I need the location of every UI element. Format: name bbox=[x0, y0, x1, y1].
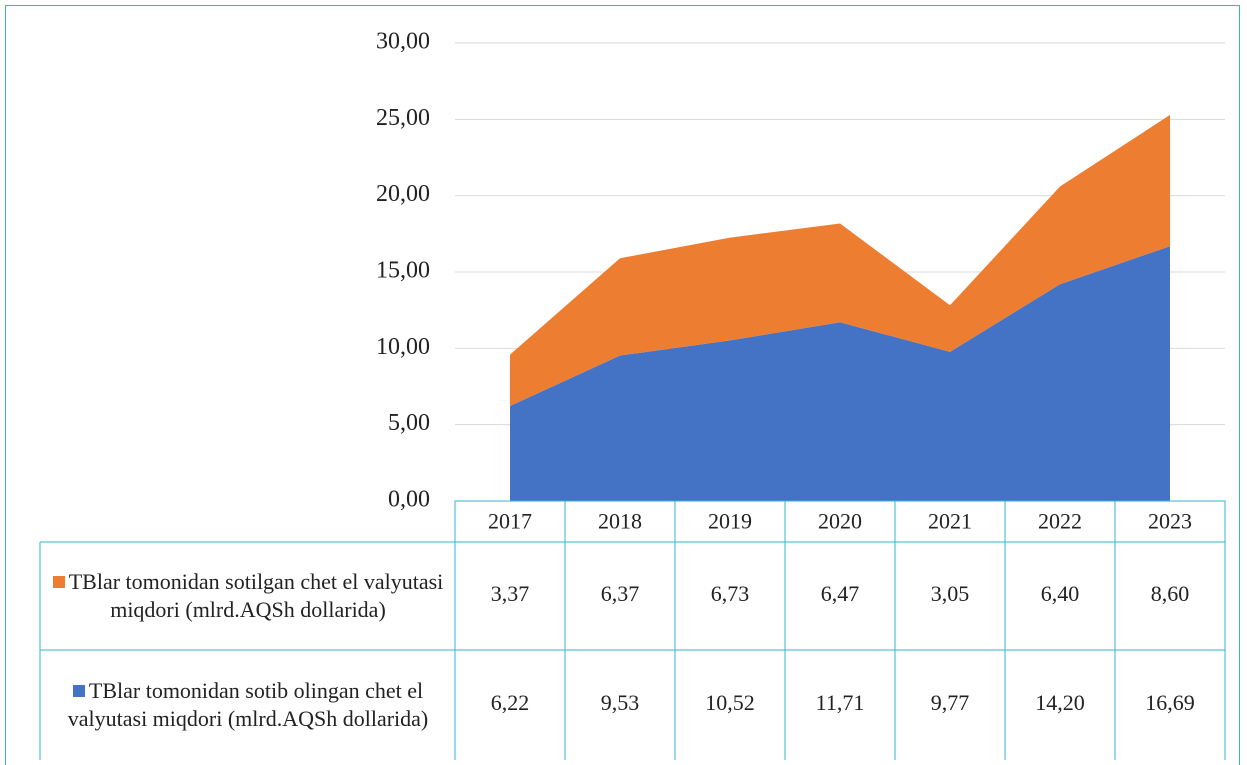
y-tick-label: 0,00 bbox=[388, 487, 430, 513]
legend-entry: TBlar tomonidan sotilgan chet el valyuta… bbox=[44, 542, 452, 650]
data-label: 10,52 bbox=[705, 690, 755, 715]
legend-label: TBlar tomonidan sotilgan chet el valyuta… bbox=[44, 568, 452, 624]
legend-entry: TBlar tomonidan sotib olingan chet el va… bbox=[44, 650, 452, 760]
data-label: 16,69 bbox=[1145, 690, 1195, 715]
x-tick-label: 2020 bbox=[818, 509, 862, 534]
data-label: 9,77 bbox=[931, 690, 970, 715]
x-tick-label: 2021 bbox=[928, 509, 972, 534]
y-tick-label: 20,00 bbox=[376, 181, 430, 207]
area bbox=[510, 246, 1170, 501]
legend-text: TBlar tomonidan sotilgan chet el valyuta… bbox=[68, 569, 444, 622]
data-label: 14,20 bbox=[1035, 690, 1085, 715]
data-label: 11,71 bbox=[816, 690, 865, 715]
x-tick-label: 2017 bbox=[488, 509, 532, 534]
data-label: 6,40 bbox=[1041, 581, 1080, 606]
data-label: 9,53 bbox=[601, 690, 640, 715]
data-label: 6,22 bbox=[491, 690, 530, 715]
y-tick-label: 30,00 bbox=[376, 29, 430, 55]
legend-swatch bbox=[52, 576, 65, 588]
legend-label: TBlar tomonidan sotib olingan chet el va… bbox=[44, 677, 452, 733]
x-tick-label: 2019 bbox=[708, 509, 752, 534]
data-label: 6,37 bbox=[601, 581, 640, 606]
x-tick-label: 2018 bbox=[598, 509, 642, 534]
area bbox=[510, 114, 1170, 407]
y-tick-label: 15,00 bbox=[376, 258, 430, 284]
data-label: 6,73 bbox=[711, 581, 750, 606]
data-label: 6,47 bbox=[821, 581, 860, 606]
legend-swatch bbox=[72, 685, 85, 697]
y-tick-label: 5,00 bbox=[388, 410, 430, 436]
x-tick-label: 2022 bbox=[1038, 509, 1082, 534]
data-label: 8,60 bbox=[1151, 581, 1190, 606]
data-label: 3,05 bbox=[931, 581, 970, 606]
y-tick-label: 10,00 bbox=[376, 334, 430, 360]
data-label: 3,37 bbox=[491, 581, 530, 606]
x-tick-label: 2023 bbox=[1148, 509, 1192, 534]
frame bbox=[5, 5, 1240, 765]
legend-text: TBlar tomonidan sotib olingan chet el va… bbox=[67, 678, 429, 731]
y-tick-label: 25,00 bbox=[376, 105, 430, 131]
